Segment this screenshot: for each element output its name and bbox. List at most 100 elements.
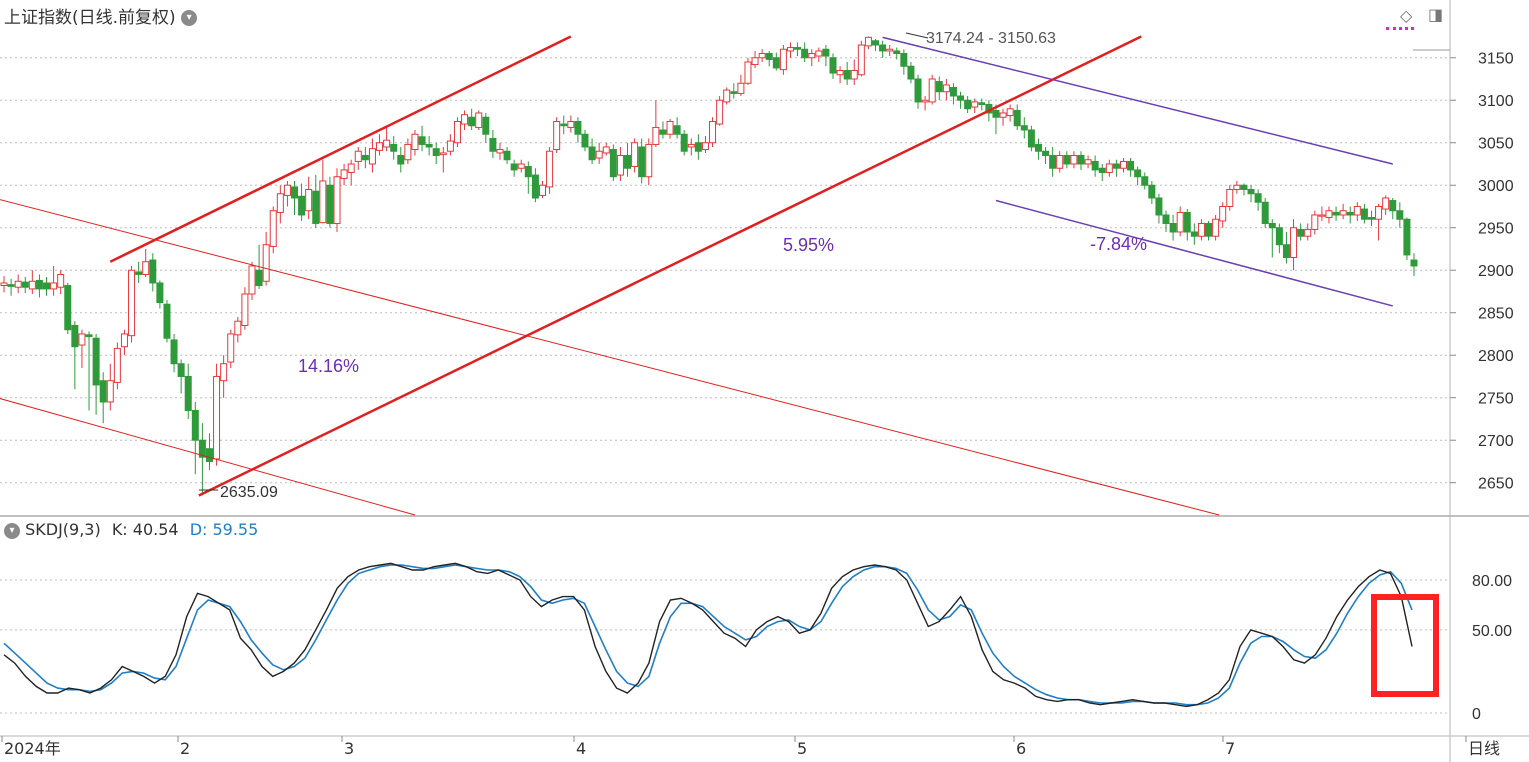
- candle-down: [900, 52, 908, 67]
- candle-up: [701, 142, 709, 151]
- candle-up: [248, 265, 256, 295]
- x-tick-label: 4: [576, 739, 586, 758]
- candle-up: [354, 150, 362, 162]
- candle-down: [1034, 143, 1042, 152]
- candle-up: [1084, 159, 1092, 165]
- candle-down: [1282, 244, 1290, 258]
- candle-up: [446, 140, 454, 152]
- candle-up: [744, 61, 752, 84]
- candle-up: [269, 210, 277, 247]
- candle-down: [822, 48, 830, 57]
- candle-down: [503, 150, 511, 161]
- y-tick-label: 3000: [1478, 178, 1514, 195]
- candle-down: [99, 380, 107, 403]
- candle-down: [772, 57, 780, 69]
- candle-up: [340, 169, 348, 179]
- x-tick-label: 7: [1225, 739, 1235, 758]
- candle-up: [616, 154, 624, 176]
- candle-up: [786, 47, 794, 52]
- d-value: D: 59.55: [189, 520, 259, 539]
- high-marker: [905, 32, 929, 39]
- candle-up: [709, 120, 717, 144]
- skdj-lines: [3, 562, 1439, 708]
- candle-up: [652, 126, 660, 145]
- candle-up: [376, 142, 384, 151]
- candle-down: [85, 334, 93, 338]
- candle-down: [964, 99, 972, 110]
- candle-down: [992, 109, 1000, 118]
- candle-up: [886, 48, 894, 52]
- candle-down: [170, 339, 178, 365]
- candle-down: [829, 57, 837, 74]
- candle-up: [971, 101, 979, 108]
- candle-up: [1339, 210, 1347, 216]
- candle-up: [283, 184, 291, 196]
- candle-down: [978, 102, 986, 105]
- candle-up: [1375, 205, 1383, 220]
- candle-up: [921, 99, 929, 103]
- dropdown-circle-icon[interactable]: ▾: [181, 10, 198, 26]
- diamond-icon[interactable]: ◇: [1400, 6, 1413, 25]
- candle-down: [949, 86, 957, 97]
- candle-down: [510, 163, 518, 171]
- candle-up: [453, 120, 461, 144]
- candle-up: [475, 112, 483, 128]
- chart-title: 上证指数(日线.前复权): [4, 8, 176, 28]
- candle-down: [135, 271, 143, 275]
- candle-down: [92, 337, 100, 386]
- candle-up: [1105, 163, 1113, 173]
- candle-up: [368, 148, 376, 165]
- highlight-box: [1371, 594, 1439, 697]
- candle-up: [751, 57, 759, 66]
- high-price-label: 3174.24 - 3150.63: [926, 30, 1056, 47]
- candle-up: [241, 293, 249, 326]
- price-y-axis: 3150 3100 3050 3000 2950 2900 2850 2800 2750 2700…: [1450, 51, 1514, 493]
- indicator-name[interactable]: SKDJ(9,3): [25, 520, 101, 539]
- pct-annotation: -7.84%: [1090, 234, 1147, 254]
- candle-up: [1382, 197, 1390, 210]
- candle-up: [631, 142, 639, 168]
- pct-annotation: 14.16%: [298, 356, 359, 376]
- candle-up: [942, 84, 950, 93]
- candle-down: [624, 154, 632, 169]
- y-tick-label: 2900: [1478, 263, 1514, 280]
- y-tick-label: 2750: [1478, 391, 1514, 408]
- candle-down: [694, 142, 702, 152]
- candle-up: [78, 333, 86, 346]
- candle-down: [673, 125, 681, 135]
- candle-down: [312, 190, 320, 224]
- candle-down: [1127, 160, 1135, 171]
- candle-down: [730, 91, 738, 94]
- candle-up: [333, 176, 341, 224]
- candle-down: [163, 303, 171, 339]
- candle-up: [461, 114, 469, 125]
- candle-up: [276, 193, 284, 213]
- candle-down: [1261, 201, 1269, 224]
- candle-down: [872, 40, 880, 46]
- candle-up: [1325, 210, 1333, 219]
- candle-down: [468, 116, 476, 127]
- candle-up: [553, 120, 561, 151]
- thin-red-line-lower: [0, 398, 416, 516]
- candle-down: [524, 166, 532, 178]
- d-line: [3, 564, 1413, 706]
- settings-circle-icon[interactable]: ▾: [4, 522, 20, 539]
- candle-down: [843, 69, 851, 80]
- y-tick-label: 2700: [1478, 433, 1514, 450]
- candle-down: [1268, 222, 1276, 229]
- candle-down: [71, 324, 79, 348]
- y-tick-label: 3150: [1478, 51, 1514, 68]
- candle-down: [1367, 217, 1375, 220]
- candle-up: [439, 152, 447, 156]
- candle-down: [184, 375, 192, 411]
- panel-icon[interactable]: ◨: [1428, 5, 1444, 24]
- candle-down: [1240, 184, 1248, 190]
- candle-up: [1304, 228, 1312, 237]
- candle-up: [106, 380, 114, 403]
- candle-down: [1162, 214, 1170, 224]
- indicator-header: ▾ SKDJ(9,3) K: 40.54 D: 59.55: [4, 520, 258, 539]
- candle-down: [1063, 154, 1071, 165]
- candle-up: [645, 143, 653, 178]
